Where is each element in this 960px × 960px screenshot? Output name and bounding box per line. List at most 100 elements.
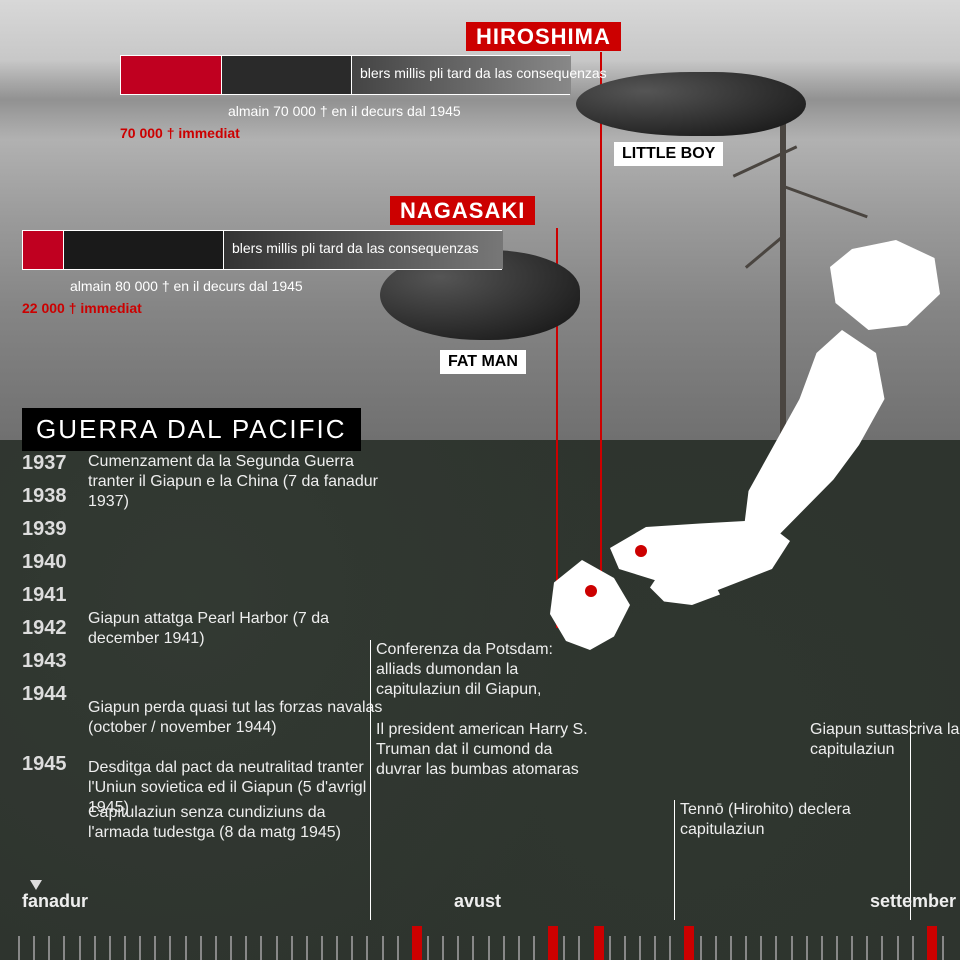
- nagasaki-bar-label: almain 80 000 † en il decurs dal 1945: [70, 278, 303, 294]
- timeline-tick: [215, 936, 217, 960]
- timeline-tick: [63, 936, 65, 960]
- nagasaki-bar: blers millis pli tard da las consequenza…: [22, 230, 502, 270]
- little-boy-label: LITTLE BOY: [614, 142, 723, 166]
- timeline-tick: [154, 936, 156, 960]
- timeline-tick: [881, 936, 883, 960]
- japan-map: [530, 240, 950, 660]
- timeline-tick: [366, 936, 368, 960]
- timeline-tick: [745, 936, 747, 960]
- year-label: 1939: [22, 518, 67, 541]
- timeline-tick: [488, 936, 490, 960]
- year-label: 1942: [22, 617, 67, 640]
- timeline-tick: [321, 936, 323, 960]
- timeline-tick-red: [594, 926, 604, 960]
- hiroshima-bar: blers millis pli tard da las consequenza…: [120, 55, 570, 95]
- timeline-tick: [276, 936, 278, 960]
- year-label: 1944: [22, 683, 67, 706]
- nagasaki-title: NAGASAKI: [390, 198, 535, 224]
- hiroshima-title: HIROSHIMA: [466, 24, 621, 50]
- timeline-tick: [230, 936, 232, 960]
- timeline-tick: [700, 936, 702, 960]
- nagasaki-bar-segment: [23, 231, 63, 269]
- hiroshima-bar-segment: [121, 56, 221, 94]
- timeline-tick: [791, 936, 793, 960]
- timeline-tick: [124, 936, 126, 960]
- timeline-event: Tennō (Hirohito) declera capitulaziun: [680, 800, 900, 840]
- timeline-event: Giapun perda quasi tut las forzas navala…: [88, 698, 388, 738]
- kyushu: [550, 560, 630, 650]
- timeline-tick: [109, 936, 111, 960]
- hiroshima-dot: [635, 545, 647, 557]
- timeline-tick: [48, 936, 50, 960]
- timeline-tick: [821, 936, 823, 960]
- timeline-tick: [306, 936, 308, 960]
- year-label: 1943: [22, 650, 67, 673]
- connector-line: [910, 720, 911, 920]
- timeline-event: Giapun attatga Pearl Harbor (7 da decemb…: [88, 609, 388, 649]
- timeline-tick: [291, 936, 293, 960]
- timeline-tick: [624, 936, 626, 960]
- timeline-tick: [775, 936, 777, 960]
- timeline-tick: [609, 936, 611, 960]
- timeline-ticks: [18, 920, 942, 960]
- hiroshima-bar-segment: [221, 56, 351, 94]
- timeline-event: Conferenza da Potsdam: alliads dumondan …: [376, 640, 596, 780]
- timeline-tick: [169, 936, 171, 960]
- connector-line: [370, 640, 371, 920]
- timeline-tick: [472, 936, 474, 960]
- timeline-event: Cumenzament da la Segunda Guerra tranter…: [88, 452, 388, 512]
- timeline-event: Giapun suttascriva la capitulaziun: [810, 720, 960, 760]
- timeline-tick: [851, 936, 853, 960]
- year-label: 1940: [22, 551, 67, 574]
- hiroshima-bar-label: almain 70 000 † en il decurs dal 1945: [228, 103, 461, 119]
- timeline-tick: [200, 936, 202, 960]
- timeline-tick-red: [927, 926, 937, 960]
- timeline-tick: [836, 936, 838, 960]
- timeline-tick: [533, 936, 535, 960]
- timeline-tick-red: [548, 926, 558, 960]
- timeline-tick: [518, 936, 520, 960]
- nagasaki-bar-label: blers millis pli tard da las consequenza…: [232, 240, 479, 256]
- timeline-tick: [94, 936, 96, 960]
- nagasaki-bar-segment: [63, 231, 223, 269]
- timeline-tick: [806, 936, 808, 960]
- timeline-tick: [912, 936, 914, 960]
- timeline-tick: [18, 936, 20, 960]
- timeline-tick: [760, 936, 762, 960]
- timeline-tick: [260, 936, 262, 960]
- arrow-down-icon: [30, 880, 42, 890]
- timeline-tick: [503, 936, 505, 960]
- timeline-tick: [79, 936, 81, 960]
- year-label: 1941: [22, 584, 67, 607]
- year-label: 1937: [22, 452, 67, 475]
- year-label: 1945: [22, 753, 67, 776]
- little-boy-bomb: [576, 72, 806, 136]
- timeline-tick: [185, 936, 187, 960]
- timeline-tick: [382, 936, 384, 960]
- hiroshima-bar-label: blers millis pli tard da las consequenza…: [360, 65, 607, 81]
- timeline-tick: [139, 936, 141, 960]
- timeline-tick: [578, 936, 580, 960]
- timeline-tick-red: [684, 926, 694, 960]
- timeline-tick: [669, 936, 671, 960]
- nagasaki-bar-label: 22 000 † immediat: [22, 300, 142, 316]
- timeline-tick: [942, 936, 944, 960]
- timeline-tick: [33, 936, 35, 960]
- timeline-tick: [730, 936, 732, 960]
- timeline-tick: [397, 936, 399, 960]
- timeline-tick: [639, 936, 641, 960]
- timeline-tick: [563, 936, 565, 960]
- year-label: 1938: [22, 485, 67, 508]
- fat-man-label: FAT MAN: [440, 350, 526, 374]
- timeline-tick: [457, 936, 459, 960]
- nagasaki-dot: [585, 585, 597, 597]
- month-label: fanadur: [22, 891, 88, 912]
- timeline-tick: [715, 936, 717, 960]
- timeline-tick: [245, 936, 247, 960]
- month-label: avust: [454, 891, 501, 912]
- timeline-event: Capitulaziun senza cundiziuns da l'armad…: [88, 803, 388, 843]
- timeline-tick: [866, 936, 868, 960]
- month-label: settember: [870, 891, 956, 912]
- timeline-tick: [351, 936, 353, 960]
- timeline-tick: [442, 936, 444, 960]
